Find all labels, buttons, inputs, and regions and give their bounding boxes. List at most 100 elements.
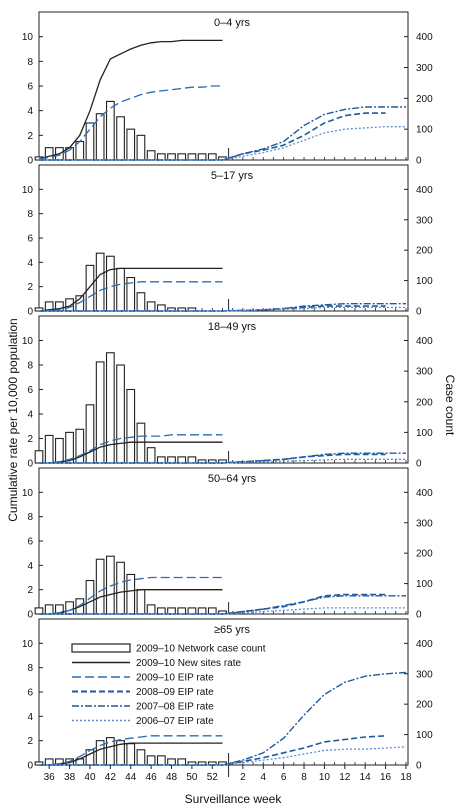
new-sites-rate-line [39, 441, 223, 464]
case-count-bar [34, 450, 44, 464]
left-tick-label: 6 [27, 385, 33, 396]
left-tick-label: 10 [22, 336, 34, 347]
panel-title: 5–17 yrs [211, 170, 254, 182]
right-tick-label: 200 [416, 246, 433, 257]
right-tick-label: 0 [416, 459, 422, 470]
legend-label: 2009–10 Network case count [136, 644, 266, 655]
left-tick-label: 4 [27, 712, 33, 723]
case-count-bar [177, 153, 187, 161]
panel-title: ≥65 yrs [214, 624, 250, 636]
panel-title: 18–49 yrs [208, 321, 257, 333]
panel-frame [38, 11, 409, 161]
x-tick-label: 38 [64, 772, 76, 783]
x-tick-label: 48 [166, 772, 178, 783]
case-count-bar [146, 447, 156, 464]
panel-title: 50–64 yrs [208, 473, 257, 485]
legend-swatch-bars [71, 643, 131, 653]
left-tick-label: 0 [27, 761, 33, 772]
right-tick-label: 0 [416, 610, 422, 621]
left-tick-label: 8 [27, 209, 33, 220]
case-count-bar [187, 456, 197, 464]
eip-2009-10-line [38, 85, 223, 160]
case-count-bar [156, 755, 166, 766]
case-count-bar [126, 128, 136, 161]
left-tick-label: 10 [22, 185, 34, 196]
x-tick-label: 16 [380, 772, 392, 783]
left-tick-label: 8 [27, 663, 33, 674]
case-count-bar [167, 456, 176, 464]
left-tick-label: 8 [27, 361, 33, 372]
x-tick-label: 42 [105, 772, 117, 783]
case-count-bar [136, 422, 146, 464]
x-tick-label: 2 [240, 772, 246, 783]
legend-label: 2007–08 EIP rate [136, 702, 214, 713]
case-count-bar [136, 134, 146, 161]
eip-2006-07-line [39, 458, 406, 464]
case-count-bar [105, 255, 115, 312]
case-count-bar [197, 153, 207, 161]
panel-frame [38, 164, 409, 312]
case-count-bar [167, 153, 176, 161]
left-tick-label: 2 [27, 434, 33, 445]
left-tick-label: 8 [27, 57, 33, 68]
case-count-bar [95, 252, 105, 312]
case-count-bar [136, 292, 146, 312]
case-count-bar [85, 404, 95, 464]
legend-label: 2009–10 EIP rate [136, 673, 214, 684]
case-count-bar [187, 607, 197, 615]
case-count-bar [177, 307, 187, 312]
x-tick-label: 44 [125, 772, 137, 783]
right-tick-label: 200 [416, 397, 433, 408]
x-tick-label: 46 [146, 772, 158, 783]
left-tick-label: 10 [22, 639, 34, 650]
right-tick-label: 0 [416, 307, 422, 318]
case-count-bar [126, 388, 136, 464]
left-tick-label: 6 [27, 688, 33, 699]
left-tick-label: 4 [27, 106, 33, 117]
right-tick-label: 300 [416, 63, 433, 74]
case-count-bar [34, 607, 44, 615]
case-count-bar [126, 743, 136, 766]
case-count-bar [116, 364, 125, 464]
case-count-bar [55, 437, 64, 464]
right-tick-label: 100 [416, 579, 433, 590]
eip-2006-07-line [39, 306, 406, 312]
right-axis-label: Case count [443, 374, 457, 436]
case-count-bar [44, 604, 54, 615]
right-tick-label: 100 [416, 125, 433, 136]
case-count-bar [197, 607, 207, 615]
case-count-bar [156, 607, 166, 615]
case-count-bar [136, 749, 146, 766]
eip-2009-10-line [39, 281, 223, 312]
eip-2006-07-line [39, 746, 407, 766]
x-axis-label: Surveillance week [184, 792, 282, 806]
left-tick-label: 4 [27, 258, 33, 269]
right-tick-label: 100 [416, 428, 433, 439]
right-tick-label: 200 [416, 549, 433, 560]
x-tick-label: 14 [360, 772, 372, 783]
case-count-bar [146, 604, 156, 615]
new-sites-rate-line [38, 267, 223, 312]
case-count-bar [105, 100, 115, 161]
case-count-bar [105, 352, 115, 464]
left-tick-label: 6 [27, 82, 33, 93]
case-count-bar [116, 267, 125, 312]
case-count-bar [85, 264, 95, 312]
left-tick-label: 0 [27, 459, 33, 470]
right-tick-label: 200 [416, 94, 433, 105]
left-tick-label: 0 [27, 307, 33, 318]
left-tick-label: 10 [22, 488, 34, 499]
legend-label: 2006–07 EIP rate [136, 716, 214, 727]
left-tick-label: 2 [27, 736, 33, 747]
panel-title: 0–4 yrs [214, 17, 251, 29]
x-tick-label: 36 [44, 772, 56, 783]
eip-2006-07-line [39, 607, 406, 615]
case-count-bar [116, 116, 125, 161]
right-tick-label: 400 [416, 336, 433, 347]
eip-2009-10-line [39, 434, 223, 464]
case-count-bar [44, 434, 54, 464]
left-tick-label: 0 [27, 610, 33, 621]
case-count-bar [146, 150, 156, 161]
